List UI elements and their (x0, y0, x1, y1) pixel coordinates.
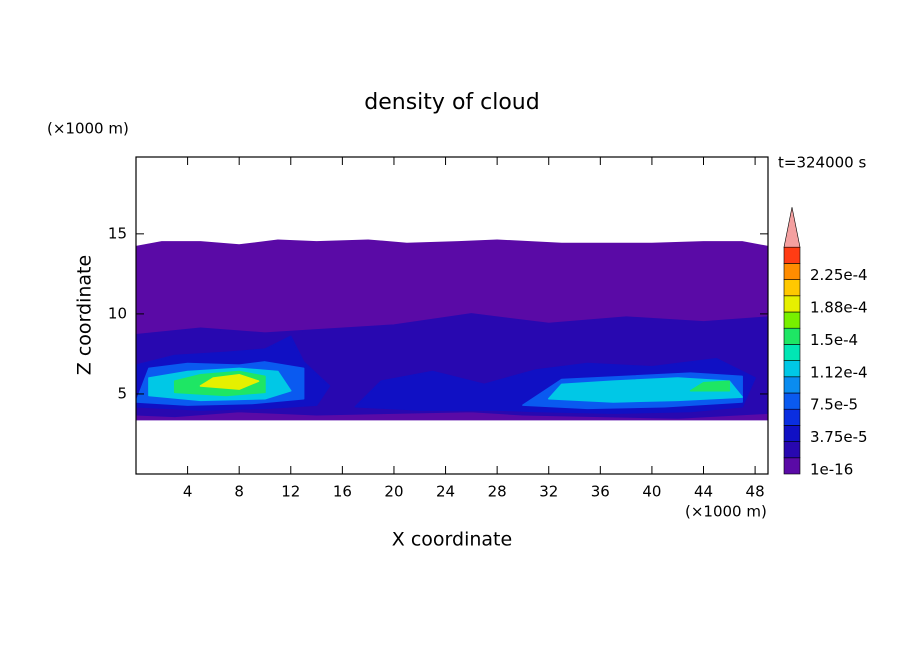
y-unit: (×1000 m) (47, 120, 129, 138)
colorbar-box (783, 246, 801, 264)
colorbar-box (783, 457, 801, 475)
contour-region (689, 380, 731, 392)
colorbar-label: 1e-16 (810, 461, 853, 479)
x-axis-label: X coordinate (392, 529, 512, 551)
x-tick-label: 20 (384, 483, 403, 501)
x-tick-label: 12 (281, 483, 300, 501)
y-tick-label: 15 (108, 224, 127, 242)
x-tick-label: 32 (539, 483, 558, 501)
x-tick-label: 28 (488, 483, 507, 501)
colorbar-box (783, 425, 801, 442)
colorbar-over (783, 207, 801, 248)
colorbar-box (783, 295, 801, 313)
colorbar-box (783, 311, 801, 329)
colorbar-label: 2.25e-4 (810, 266, 868, 284)
x-unit: (×1000 m) (685, 503, 767, 521)
colorbar-box (783, 344, 801, 361)
colorbar-box (783, 392, 801, 410)
colorbar-box (783, 360, 801, 378)
x-tick-label: 36 (591, 483, 610, 501)
x-tick-label: 48 (746, 483, 765, 501)
y-tick-label: 10 (108, 304, 127, 322)
colorbar-label: 1.5e-4 (810, 331, 858, 349)
x-tick-label: 24 (436, 483, 455, 501)
time-label: t=324000 s (778, 154, 866, 172)
colorbar-label: 1.88e-4 (810, 299, 868, 317)
x-tick-label: 4 (183, 483, 193, 501)
colorbar-box (783, 279, 801, 297)
colorbar-label: 7.5e-5 (810, 396, 858, 414)
chart-title: density of cloud (364, 90, 539, 115)
x-tick-label: 16 (333, 483, 352, 501)
y-axis-label: Z coordinate (74, 255, 96, 375)
colorbar-box (783, 441, 801, 459)
colorbar-box (783, 408, 801, 426)
y-tick-label: 5 (117, 384, 127, 402)
x-tick-label: 44 (694, 483, 713, 501)
colorbar-label: 3.75e-5 (810, 428, 868, 446)
plot-frame (135, 156, 769, 475)
colorbar-box (783, 263, 801, 280)
colorbar-box (783, 327, 801, 345)
contour-region (199, 373, 260, 390)
colorbar-label: 1.12e-4 (810, 363, 868, 381)
colorbar-box (783, 376, 801, 394)
x-tick-label: 40 (642, 483, 661, 501)
x-tick-label: 8 (234, 483, 244, 501)
